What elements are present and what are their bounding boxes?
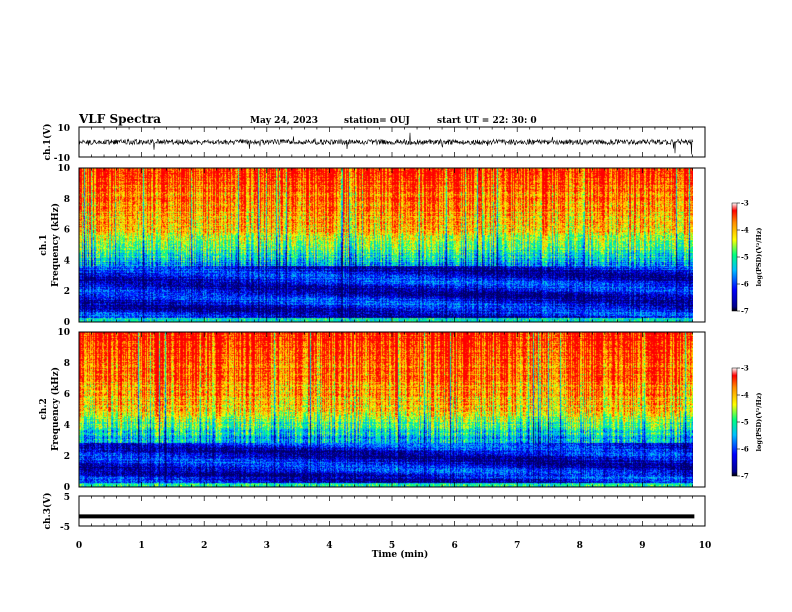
ch2-spec-ylabel-frequency: Frequency (kHz)	[50, 367, 61, 451]
y-tick-label: 2	[64, 287, 70, 297]
ch3-waveform-panel: ch.3(V) 5 -5	[42, 493, 706, 533]
ch3-waveform-ylabel: ch.3(V)	[42, 493, 53, 530]
header-start-time: start UT = 22: 30: 0	[437, 116, 537, 126]
ch2-spectrogram-image	[79, 332, 693, 487]
header-station: station= OUJ	[344, 116, 410, 126]
ch2-spec-ylabel-channel: ch.2	[39, 398, 49, 419]
y-tick-label: 4	[64, 256, 70, 266]
y-tick-label: 10	[57, 164, 70, 174]
x-tick-label: 2	[201, 541, 207, 551]
x-tick-label: 5	[389, 541, 395, 551]
ch1-ytick-bottom: -10	[54, 154, 70, 164]
x-tick-label: 3	[264, 541, 270, 551]
y-tick-label: 0	[64, 318, 70, 328]
colorbar-tick-label: -4	[741, 391, 749, 400]
figure-title: VLF Spectra	[78, 112, 161, 126]
ch1-spectrogram-image-wrap	[79, 168, 693, 322]
colorbar-tick-label: -5	[741, 418, 749, 427]
y-tick-label: 0	[64, 483, 70, 493]
x-tick-label: 8	[577, 541, 583, 551]
colorbar-tick-label: -6	[741, 445, 749, 454]
header-date: May 24, 2023	[250, 116, 318, 126]
colorbar-tick-label: -7	[741, 472, 749, 481]
x-tick-label: 4	[326, 541, 332, 551]
x-axis-label: Time (min)	[372, 549, 429, 560]
colorbar-tick-label: -6	[741, 280, 749, 289]
ch1-spec-ylabel-frequency: Frequency (kHz)	[50, 203, 61, 287]
x-tick-label: 10	[699, 541, 712, 551]
ch1-ytick-top: 10	[57, 124, 70, 134]
x-tick-label: 9	[639, 541, 645, 551]
x-tick-label: 1	[138, 541, 144, 551]
x-axis-tick-labels: 0 1 2 3 4 5 6 7 8 9 10	[76, 541, 711, 551]
ch1-spec-ylabel-channel: ch.1	[39, 234, 49, 255]
x-tick-label: 0	[76, 541, 82, 551]
y-tick-label: 2	[64, 452, 70, 462]
y-tick-label: 8	[64, 195, 70, 205]
ch3-ytick-top: 5	[64, 493, 70, 503]
x-tick-label: 7	[514, 541, 520, 551]
colorbar-tick-label: -4	[741, 226, 749, 235]
colorbar-tick-label: -3	[741, 199, 749, 208]
ch2-spectrogram-image-wrap	[79, 332, 693, 487]
y-tick-label: 4	[64, 421, 70, 431]
y-tick-label: 6	[64, 390, 70, 400]
ch1-waveform-panel: ch.1(V) 10 -10	[42, 124, 706, 164]
ch2-colorbar-label: log(PSD)(V²/Hz)	[755, 393, 763, 452]
ch2-colorbar	[731, 367, 738, 477]
ch1-waveform-ylabel: ch.1(V)	[42, 124, 53, 161]
ch3-ytick-bottom: -5	[60, 523, 70, 533]
ch1-spectrogram-image	[79, 168, 693, 322]
colorbar-tick-label: -5	[741, 253, 749, 262]
ch1-colorbar	[731, 202, 738, 312]
y-tick-label: 6	[64, 226, 70, 236]
y-tick-label: 10	[57, 328, 70, 338]
ch1-waveform-trace	[78, 132, 694, 155]
y-tick-label: 8	[64, 359, 70, 369]
x-tick-label: 6	[451, 541, 457, 551]
colorbar-tick-label: -3	[741, 364, 749, 373]
ch1-colorbar-label: log(PSD)(V²/Hz)	[755, 228, 763, 287]
colorbar-tick-label: -7	[741, 307, 749, 316]
